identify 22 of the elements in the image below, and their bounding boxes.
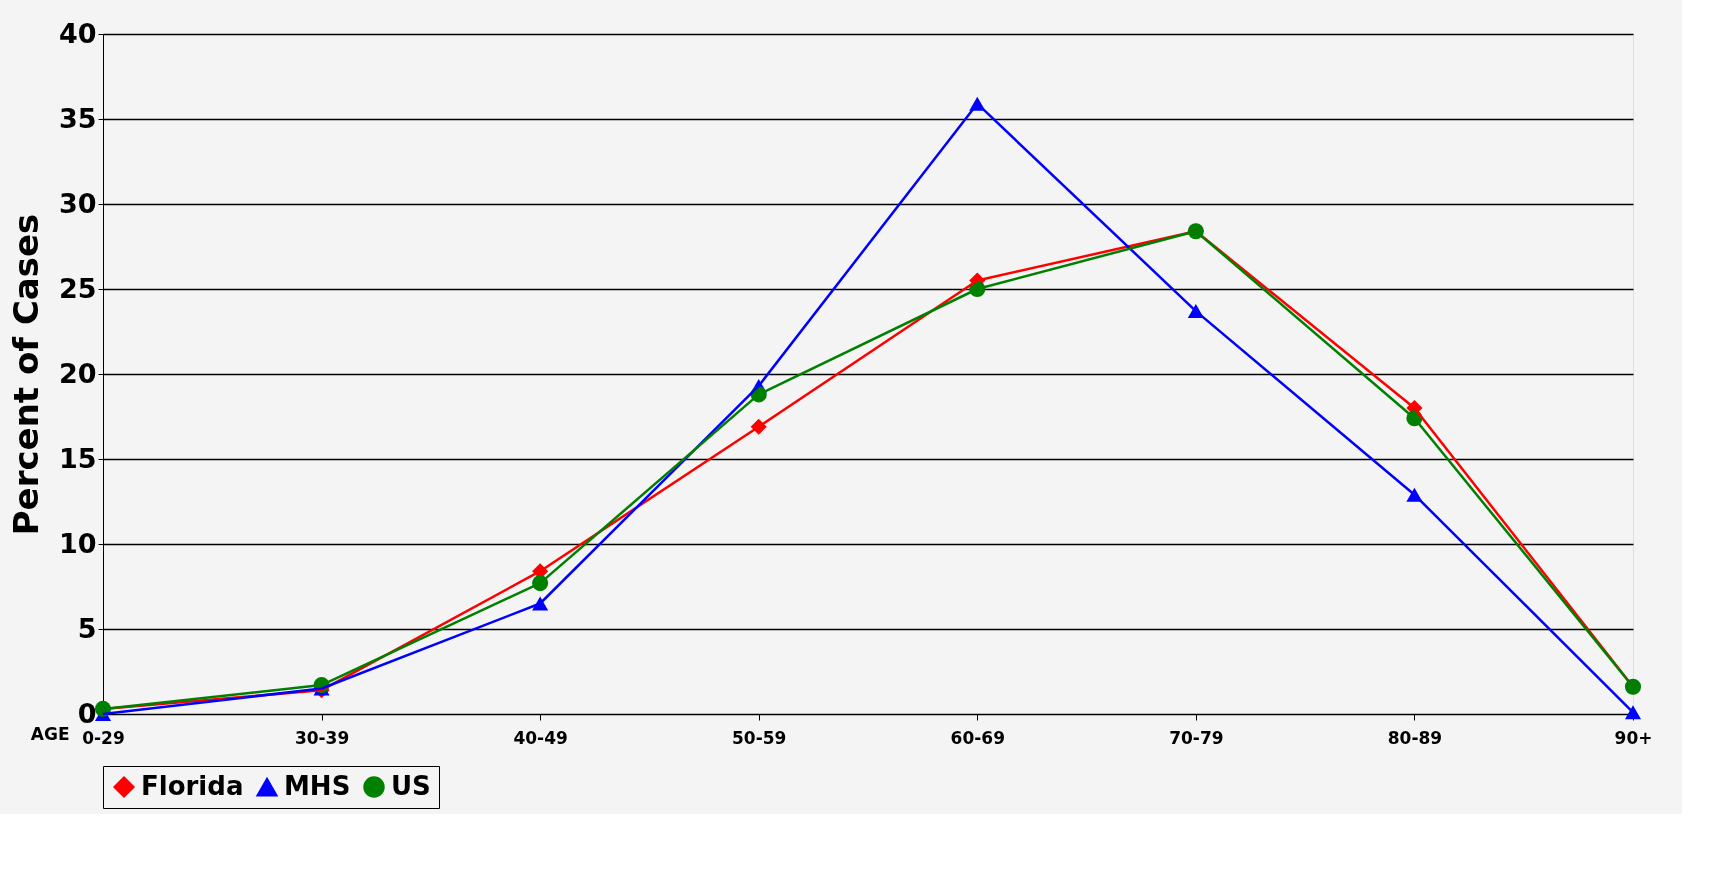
y-tick-label: 5 [77, 612, 97, 644]
legend-label: US [391, 771, 431, 801]
y-tick-label: 20 [58, 357, 97, 389]
y-tick-label: 30 [58, 187, 97, 219]
x-tick-label: 70-79 [1169, 727, 1224, 748]
y-tick-label: 25 [58, 272, 97, 304]
y-tick-label: 0 [77, 697, 97, 729]
x-tick-label: 30-39 [294, 727, 350, 748]
y-axis-title: Percent of Cases [5, 213, 46, 536]
y-tick-label: 35 [58, 102, 97, 134]
x-tick-label: 50-59 [732, 727, 787, 748]
y-tick-label: 10 [58, 527, 97, 559]
y-tick-label: 15 [58, 442, 97, 474]
x-axis-title: AGE [30, 723, 70, 744]
x-tick-label: 40-49 [513, 727, 568, 748]
y-tick-label: 40 [58, 17, 97, 49]
legend-label: Florida [141, 771, 244, 801]
x-tick-label: 80-89 [1387, 727, 1443, 748]
x-tick-label: 90+ [1614, 727, 1653, 748]
x-tick-label: 0-29 [82, 727, 125, 748]
x-tick-label: 60-69 [950, 727, 1005, 748]
legend-label: MHS [284, 771, 351, 801]
